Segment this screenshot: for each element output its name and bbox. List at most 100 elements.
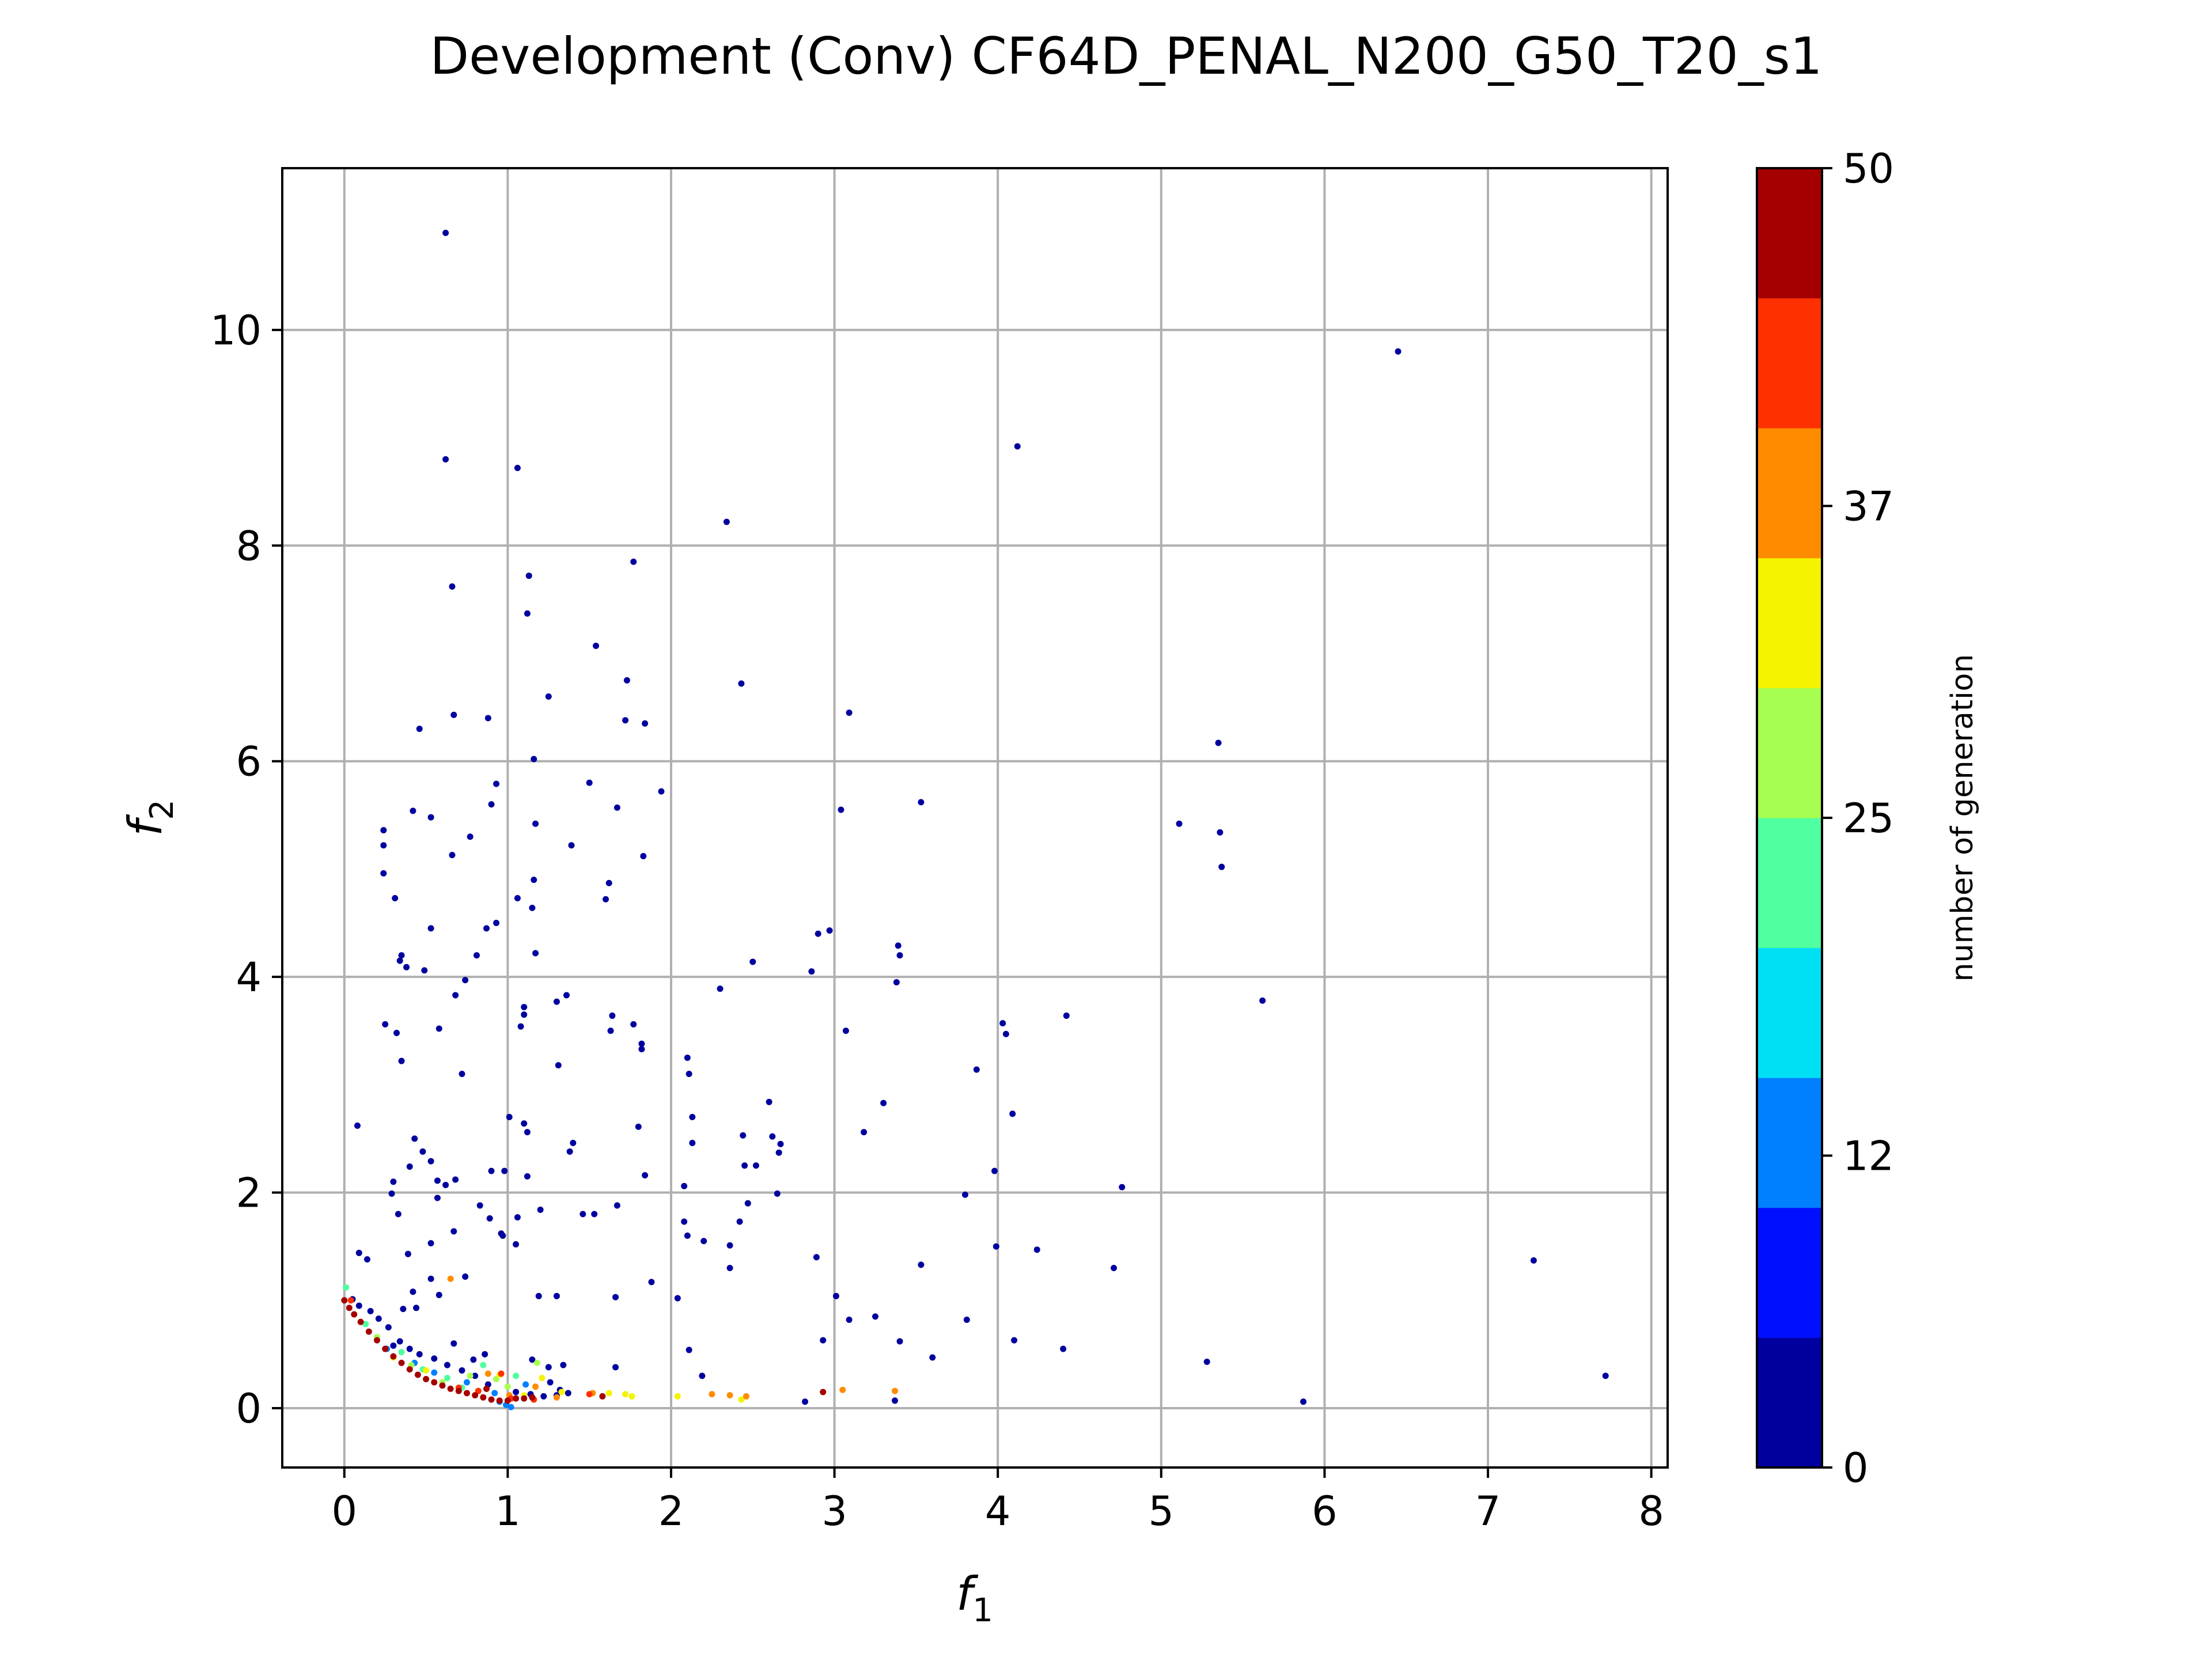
scatter-point [599, 1393, 606, 1400]
scatter-point [529, 1394, 536, 1401]
scatter-point [493, 780, 500, 787]
scatter-point [398, 1359, 405, 1366]
scatter-point [640, 852, 647, 859]
scatter-point [929, 1354, 936, 1361]
scatter-point [681, 1218, 688, 1225]
scatter-point [808, 968, 815, 975]
scatter-point [452, 992, 459, 999]
scatter-point [846, 1317, 853, 1324]
colorbar-band [1757, 947, 1822, 1078]
y-axis-ticks: 0 2 4 6 8 10 [210, 307, 282, 1432]
scatter-point [363, 1256, 370, 1263]
scatter-point [486, 1215, 493, 1222]
scatter-point [591, 1211, 598, 1218]
scatter-point [504, 1383, 511, 1390]
scatter-point [431, 1379, 438, 1386]
scatter-point [723, 518, 730, 525]
chart-title: Development (Conv) CF64D_PENAL_N200_G50_… [430, 26, 1822, 86]
scatter-point [447, 1385, 454, 1392]
scatter-point [895, 942, 902, 949]
scatter-point [444, 1362, 450, 1368]
scatter-point [648, 1279, 655, 1285]
scatter-point [357, 1318, 364, 1325]
colorbar-label: number of generation [1945, 654, 1980, 982]
scatter-point [545, 693, 552, 700]
scatter-point [427, 925, 434, 932]
scatter-point [427, 1240, 434, 1247]
scatter-point [521, 1011, 528, 1018]
scatter-point [514, 464, 521, 471]
scatter-point [613, 1202, 620, 1209]
scatter-point [777, 1140, 784, 1147]
x-tick-label: 3 [821, 1488, 847, 1535]
scatter-point [565, 1390, 571, 1397]
scatter-point [403, 964, 410, 970]
scatter-point [1009, 1110, 1016, 1117]
scatter-point [388, 1190, 395, 1197]
scatter-point [450, 1340, 457, 1347]
colorbar-tick-label: 12 [1843, 1133, 1894, 1180]
scatter-point [525, 572, 532, 579]
scatter-point [470, 1356, 477, 1363]
scatter-point [674, 1295, 681, 1302]
scatter-point [658, 788, 665, 795]
scatter-point [766, 1098, 772, 1105]
scatter-point [467, 1372, 474, 1379]
scatter-point [842, 1027, 849, 1034]
scatter-point [612, 1364, 619, 1371]
scatter-point [484, 1370, 491, 1377]
scatter-point [367, 1308, 374, 1315]
scatter-point [529, 904, 536, 911]
scatter-point [558, 1389, 565, 1395]
scatter-point [416, 1351, 423, 1357]
scatter-point [531, 877, 537, 883]
scatter-point [533, 1359, 540, 1366]
scatter-point [504, 1397, 511, 1404]
scatter-point [1395, 348, 1402, 355]
scatter-point [480, 1394, 487, 1401]
scatter-point [483, 1385, 490, 1392]
scatter-point [630, 558, 637, 565]
scatter-point [382, 1345, 389, 1352]
scatter-point [514, 894, 521, 901]
scatter-point [568, 842, 575, 849]
scatter-point [839, 1386, 846, 1393]
scatter-point [1203, 1359, 1210, 1366]
scatter-point [539, 1375, 546, 1382]
scatter-point [442, 229, 449, 236]
scatter-point [681, 1182, 688, 1189]
y-tick-label: 6 [236, 738, 262, 786]
scatter-point [555, 1062, 562, 1069]
scatter-point [613, 804, 620, 811]
scatter-point [482, 1351, 488, 1357]
scatter-point [431, 1355, 438, 1362]
scatter-point [547, 1379, 554, 1386]
scatter-point [607, 1027, 614, 1034]
scatter-point [347, 1297, 354, 1304]
y-tick-label: 10 [210, 307, 262, 354]
colorbar-band [1757, 1078, 1822, 1208]
scatter-point [1530, 1257, 1537, 1264]
scatter-point [605, 879, 612, 886]
scatter-point [385, 1324, 392, 1331]
scatter-point [434, 1177, 441, 1184]
scatter-point [390, 1342, 397, 1349]
scatter-point [398, 1057, 405, 1064]
scatter-point [427, 1275, 434, 1282]
scatter-point [398, 1349, 405, 1356]
colorbar-tick-label: 37 [1843, 483, 1894, 530]
scatter-point [442, 456, 449, 462]
scatter-point [579, 1211, 586, 1218]
scatter-point [553, 998, 560, 1005]
scatter-point [406, 1345, 413, 1352]
scatter-point [362, 1321, 369, 1328]
y-tick-label: 0 [236, 1385, 262, 1432]
scatter-point [513, 1241, 520, 1247]
scatter-point [395, 1211, 402, 1218]
scatter-point [532, 820, 539, 827]
scatter-point [488, 801, 495, 808]
y-axis-label: f2 [119, 799, 181, 836]
scatter-point [447, 1275, 454, 1282]
data-points [341, 229, 1609, 1410]
scatter-point [493, 1375, 500, 1382]
